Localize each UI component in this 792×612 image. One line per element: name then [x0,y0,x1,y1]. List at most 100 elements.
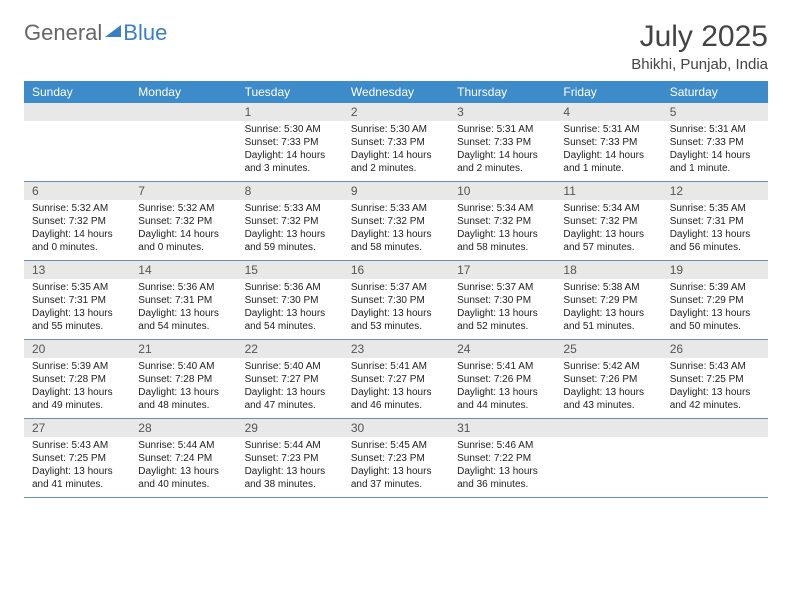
sunset-line: Sunset: 7:27 PM [245,373,335,386]
sunrise-line: Sunrise: 5:33 AM [351,202,441,215]
daylight-line: Daylight: 13 hours and 37 minutes. [351,465,441,491]
day-number-cell: 23 [343,340,449,359]
day-content-cell: Sunrise: 5:33 AMSunset: 7:32 PMDaylight:… [343,200,449,261]
sunrise-line: Sunrise: 5:42 AM [563,360,653,373]
day-content-cell [555,437,661,498]
sunset-line: Sunset: 7:28 PM [32,373,122,386]
sunrise-line: Sunrise: 5:31 AM [670,123,760,136]
daylight-line: Daylight: 13 hours and 38 minutes. [245,465,335,491]
day-number-cell: 27 [24,419,130,438]
location: Bhikhi, Punjab, India [631,56,768,73]
sunset-line: Sunset: 7:32 PM [245,215,335,228]
day-content-cell: Sunrise: 5:41 AMSunset: 7:27 PMDaylight:… [343,358,449,419]
day-number-cell [555,419,661,438]
daylight-line: Daylight: 13 hours and 58 minutes. [351,228,441,254]
sunrise-line: Sunrise: 5:31 AM [457,123,547,136]
sunset-line: Sunset: 7:33 PM [670,136,760,149]
sunset-line: Sunset: 7:33 PM [351,136,441,149]
daylight-line: Daylight: 13 hours and 36 minutes. [457,465,547,491]
sunset-line: Sunset: 7:31 PM [138,294,228,307]
sunrise-line: Sunrise: 5:46 AM [457,439,547,452]
sunset-line: Sunset: 7:28 PM [138,373,228,386]
sunset-line: Sunset: 7:31 PM [32,294,122,307]
daylight-line: Daylight: 14 hours and 2 minutes. [457,149,547,175]
day-number-cell: 7 [130,182,236,201]
day-number-row: 6789101112 [24,182,768,201]
daylight-line: Daylight: 14 hours and 0 minutes. [138,228,228,254]
sunrise-line: Sunrise: 5:37 AM [457,281,547,294]
day-content-cell: Sunrise: 5:45 AMSunset: 7:23 PMDaylight:… [343,437,449,498]
sunset-line: Sunset: 7:32 PM [457,215,547,228]
daylight-line: Daylight: 13 hours and 56 minutes. [670,228,760,254]
daylight-line: Daylight: 13 hours and 50 minutes. [670,307,760,333]
sunset-line: Sunset: 7:33 PM [245,136,335,149]
day-content-cell: Sunrise: 5:32 AMSunset: 7:32 PMDaylight:… [24,200,130,261]
day-content-row: Sunrise: 5:39 AMSunset: 7:28 PMDaylight:… [24,358,768,419]
day-content-cell: Sunrise: 5:37 AMSunset: 7:30 PMDaylight:… [449,279,555,340]
day-content-cell: Sunrise: 5:39 AMSunset: 7:29 PMDaylight:… [662,279,768,340]
day-content-cell: Sunrise: 5:30 AMSunset: 7:33 PMDaylight:… [237,121,343,182]
logo-general: General [24,20,102,46]
day-content-cell: Sunrise: 5:36 AMSunset: 7:30 PMDaylight:… [237,279,343,340]
sunset-line: Sunset: 7:31 PM [670,215,760,228]
day-number-cell: 14 [130,261,236,280]
daylight-line: Daylight: 13 hours and 43 minutes. [563,386,653,412]
daylight-line: Daylight: 13 hours and 48 minutes. [138,386,228,412]
day-number-cell [662,419,768,438]
day-content-row: Sunrise: 5:32 AMSunset: 7:32 PMDaylight:… [24,200,768,261]
day-number-cell: 12 [662,182,768,201]
weekday-header: Monday [130,81,236,103]
day-content-cell: Sunrise: 5:33 AMSunset: 7:32 PMDaylight:… [237,200,343,261]
sunrise-line: Sunrise: 5:37 AM [351,281,441,294]
day-number-cell: 9 [343,182,449,201]
sunrise-line: Sunrise: 5:30 AM [351,123,441,136]
day-content-cell: Sunrise: 5:39 AMSunset: 7:28 PMDaylight:… [24,358,130,419]
sunset-line: Sunset: 7:30 PM [457,294,547,307]
sunrise-line: Sunrise: 5:30 AM [245,123,335,136]
logo-triangle-icon [105,25,121,37]
sunrise-line: Sunrise: 5:34 AM [457,202,547,215]
day-number-cell: 10 [449,182,555,201]
sunset-line: Sunset: 7:26 PM [457,373,547,386]
daylight-line: Daylight: 14 hours and 1 minute. [563,149,653,175]
sunrise-line: Sunrise: 5:40 AM [138,360,228,373]
day-content-cell: Sunrise: 5:31 AMSunset: 7:33 PMDaylight:… [662,121,768,182]
weekday-header: Wednesday [343,81,449,103]
sunrise-line: Sunrise: 5:32 AM [32,202,122,215]
daylight-line: Daylight: 14 hours and 0 minutes. [32,228,122,254]
day-number-row: 12345 [24,103,768,121]
sunset-line: Sunset: 7:32 PM [351,215,441,228]
title-block: July 2025 Bhikhi, Punjab, India [631,20,768,73]
daylight-line: Daylight: 14 hours and 2 minutes. [351,149,441,175]
day-number-row: 20212223242526 [24,340,768,359]
sunset-line: Sunset: 7:33 PM [457,136,547,149]
daylight-line: Daylight: 13 hours and 58 minutes. [457,228,547,254]
sunrise-line: Sunrise: 5:36 AM [245,281,335,294]
sunset-line: Sunset: 7:22 PM [457,452,547,465]
sunrise-line: Sunrise: 5:36 AM [138,281,228,294]
daylight-line: Daylight: 13 hours and 54 minutes. [245,307,335,333]
sunset-line: Sunset: 7:26 PM [563,373,653,386]
day-number-cell: 30 [343,419,449,438]
daylight-line: Daylight: 13 hours and 46 minutes. [351,386,441,412]
day-number-cell: 19 [662,261,768,280]
day-number-cell: 22 [237,340,343,359]
sunrise-line: Sunrise: 5:38 AM [563,281,653,294]
day-content-cell: Sunrise: 5:35 AMSunset: 7:31 PMDaylight:… [662,200,768,261]
weekday-header: Friday [555,81,661,103]
sunrise-line: Sunrise: 5:44 AM [245,439,335,452]
day-content-row: Sunrise: 5:43 AMSunset: 7:25 PMDaylight:… [24,437,768,498]
day-content-cell: Sunrise: 5:34 AMSunset: 7:32 PMDaylight:… [449,200,555,261]
daylight-line: Daylight: 13 hours and 41 minutes. [32,465,122,491]
day-number-cell: 15 [237,261,343,280]
day-content-cell: Sunrise: 5:31 AMSunset: 7:33 PMDaylight:… [555,121,661,182]
daylight-line: Daylight: 13 hours and 57 minutes. [563,228,653,254]
day-content-cell: Sunrise: 5:41 AMSunset: 7:26 PMDaylight:… [449,358,555,419]
daylight-line: Daylight: 13 hours and 42 minutes. [670,386,760,412]
day-number-cell: 3 [449,103,555,121]
sunrise-line: Sunrise: 5:40 AM [245,360,335,373]
day-content-cell [24,121,130,182]
day-number-cell: 4 [555,103,661,121]
day-number-cell: 18 [555,261,661,280]
day-content-cell [130,121,236,182]
